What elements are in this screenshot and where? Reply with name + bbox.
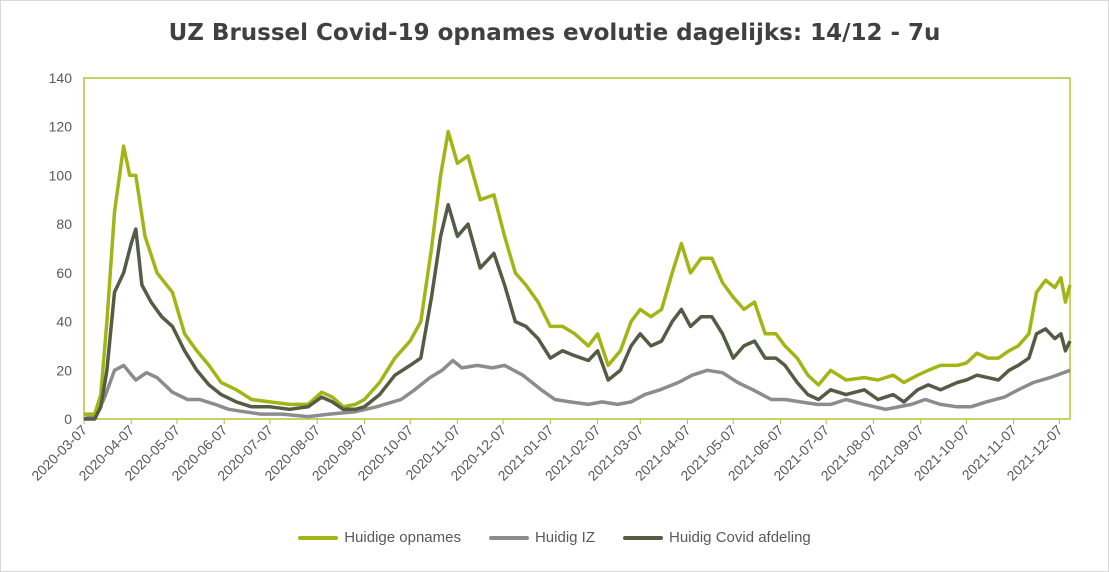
legend-item: Huidige opnames bbox=[298, 529, 461, 546]
legend-item: Huidig IZ bbox=[488, 529, 595, 546]
y-tick-label: 60 bbox=[56, 265, 72, 281]
series-line-huidig-covid-afdeling bbox=[84, 202, 1072, 421]
y-tick-label: 120 bbox=[49, 119, 73, 135]
y-tick-label: 0 bbox=[64, 411, 72, 427]
y-tick-label: 100 bbox=[49, 167, 73, 183]
y-tick-label: 40 bbox=[56, 314, 72, 330]
series-line-huidig-iz bbox=[83, 358, 1071, 421]
legend-label: Huidig IZ bbox=[534, 529, 595, 546]
legend-label: Huidige opnames bbox=[344, 529, 461, 546]
chart-title: UZ Brussel Covid-19 opnames evolutie dag… bbox=[168, 20, 941, 46]
y-tick-label: 140 bbox=[49, 70, 73, 86]
y-tick-label: 80 bbox=[56, 216, 72, 232]
series-line-huidige-opnames bbox=[84, 129, 1072, 416]
legend-label: Huidig Covid afdeling bbox=[669, 529, 811, 546]
legend-swatch bbox=[298, 535, 339, 540]
legend-swatch bbox=[488, 535, 529, 540]
legend: Huidige opnames Huidig IZ Huidig Covid afd… bbox=[0, 529, 1109, 546]
y-tick-label: 20 bbox=[56, 362, 72, 378]
plot-area-frame bbox=[83, 77, 1071, 420]
legend-swatch bbox=[623, 535, 663, 540]
legend-item: Huidig Covid afdeling bbox=[623, 529, 811, 546]
